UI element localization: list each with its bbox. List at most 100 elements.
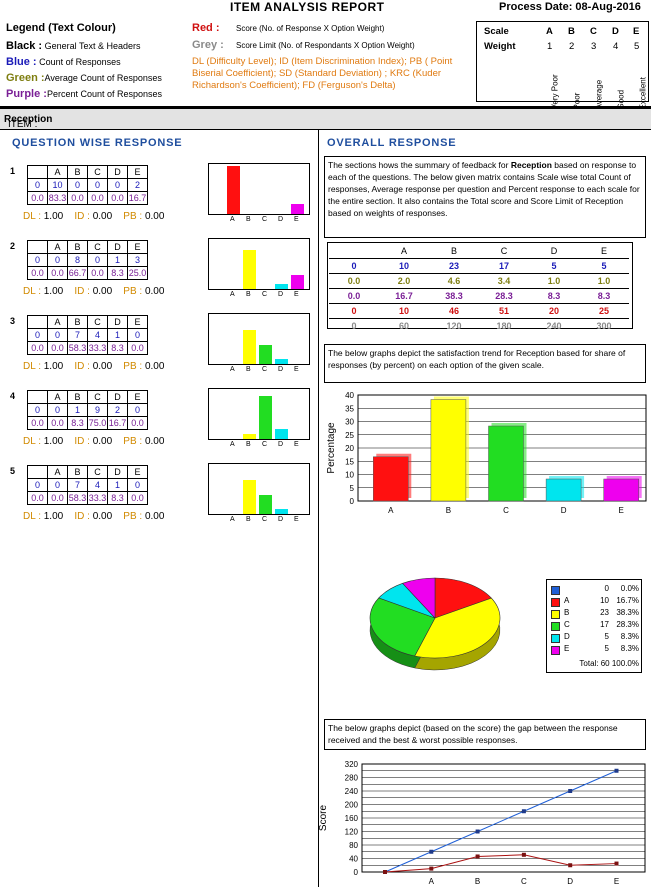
item-name: Reception [4, 114, 53, 125]
matrix-cell: 8.3 [579, 288, 629, 304]
overall-matrix: A B C D E 0 10 23 17 5 5 0.0 2.0 4.6 3.4 1.0 1.0 0.0 16.7 3… [327, 242, 633, 331]
y-tick-label: 40 [345, 391, 354, 400]
header-cell [27, 315, 48, 329]
y-tick-label: 25 [345, 431, 354, 440]
legend-swatch [551, 610, 560, 619]
percent-cell: 0.0 [47, 266, 68, 280]
count-cell: 2 [127, 178, 148, 192]
count-cell: 2 [107, 403, 128, 417]
question-number: 1 [10, 166, 16, 176]
weight-label: Weight [484, 41, 516, 52]
mini-axis-label: D [278, 516, 284, 523]
matrix-cell: 240 [546, 321, 562, 331]
dl-value: 1.00 [43, 286, 64, 297]
scale-name: Very Poor [550, 74, 560, 110]
y-tick-label: 320 [345, 760, 359, 769]
matrix-header-cell [329, 244, 379, 259]
percent-cell: 83.3 [47, 191, 68, 205]
count-cell: 0 [47, 403, 68, 417]
matrix-cell: 51 [479, 303, 529, 319]
id-value: 0.00 [92, 436, 113, 447]
pb-value: 0.00 [144, 436, 165, 447]
legend-letter: A [564, 596, 570, 605]
mini-bar-b [243, 330, 256, 364]
count-cell: 7 [67, 328, 88, 342]
y-tick-label: 20 [345, 444, 354, 453]
pie-legend-row: A 10 16.7% [551, 596, 639, 607]
matrix-cell: 0 [351, 321, 357, 331]
mini-axis-label: A [230, 366, 235, 373]
mini-axis-label: D [278, 441, 284, 448]
matrix-cell: 2.0 [379, 273, 429, 289]
matrix-cell: 38.3 [429, 288, 479, 304]
percent-cell: 0.0 [127, 341, 148, 355]
pie-legend-row: B 23 38.3% [551, 608, 639, 619]
id-label: ID : [74, 436, 90, 447]
percent-cell: 8.3 [107, 341, 128, 355]
header-cell: D [107, 390, 128, 404]
matrix-header-cell: E [579, 244, 629, 259]
count-cell: 1 [107, 253, 128, 267]
mini-axis-label: E [294, 291, 299, 298]
pie-slice-b [414, 597, 501, 659]
bar-b [430, 399, 467, 502]
percent-cell: 0.0 [107, 191, 128, 205]
scale-weight: 1 [547, 41, 553, 52]
header-cell: B [67, 465, 88, 479]
header-cell: E [127, 315, 148, 329]
count-cell: 0 [27, 178, 48, 192]
dl-label: DL : [23, 286, 41, 297]
scale-weight: 4 [613, 41, 619, 52]
bar-d [545, 478, 582, 502]
legend-grey: Grey : Score Limit (No. of Respondants X … [192, 39, 415, 51]
y-tick-label: 5 [350, 484, 355, 493]
scale-name: Poor [572, 92, 582, 110]
count-cell: 0 [47, 253, 68, 267]
legend-count: 5 [604, 632, 609, 641]
matrix-cell: 0.0 [329, 288, 379, 304]
pie-slice-e [402, 577, 436, 619]
mini-axis-label: B [246, 216, 251, 223]
question-stats: DL : 1.00 ID : 0.00 PB : 0.00 [23, 361, 164, 372]
legend-letter: E [564, 644, 570, 653]
x-tick-label: C [503, 506, 509, 515]
mini-axis-label: B [246, 441, 251, 448]
matrix-cell: 120 [446, 321, 462, 331]
count-cell: 0 [47, 478, 68, 492]
series-point [568, 863, 573, 868]
legend-swatch [551, 622, 560, 631]
y-tick-label: 35 [345, 404, 354, 413]
dl-value: 1.00 [43, 361, 64, 372]
matrix-cell: 17 [479, 258, 529, 274]
percent-cell: 16.7 [107, 416, 128, 430]
legend-percent: 0.0% [620, 584, 639, 593]
pb-label: PB : [123, 511, 143, 522]
header-cell [27, 390, 48, 404]
header-cell: B [67, 315, 88, 329]
mini-bar-c [259, 494, 272, 514]
x-tick-label: E [619, 506, 624, 515]
pie-legend-row: 0 0.0% [551, 584, 639, 595]
legend-swatch [551, 598, 560, 607]
scale-letter: B [568, 26, 575, 37]
percent-cell: 58.3 [67, 341, 88, 355]
mini-axis-label: E [294, 216, 299, 223]
percent-cell: 0.0 [27, 416, 48, 430]
scale-name: Average [594, 79, 604, 110]
pie-slice-a [434, 577, 492, 619]
pb-label: PB : [123, 286, 143, 297]
legend-letter: C [564, 620, 570, 629]
mini-axis-label: D [278, 216, 284, 223]
mini-bar-a [227, 165, 240, 214]
mini-axis-label: D [278, 291, 284, 298]
mini-axis-label: D [278, 366, 284, 373]
count-cell: 0 [87, 178, 108, 192]
pb-value: 0.00 [144, 511, 165, 522]
matrix-cell: 1.0 [579, 273, 629, 289]
bar-chart-description: The below graphs depict the satisfaction… [324, 344, 646, 383]
legend-count: 5 [604, 644, 609, 653]
matrix-cell: 8.3 [529, 288, 579, 304]
matrix-cell: 180 [496, 321, 512, 331]
scale-weight: 3 [591, 41, 597, 52]
matrix-header-cell: C [479, 244, 529, 259]
